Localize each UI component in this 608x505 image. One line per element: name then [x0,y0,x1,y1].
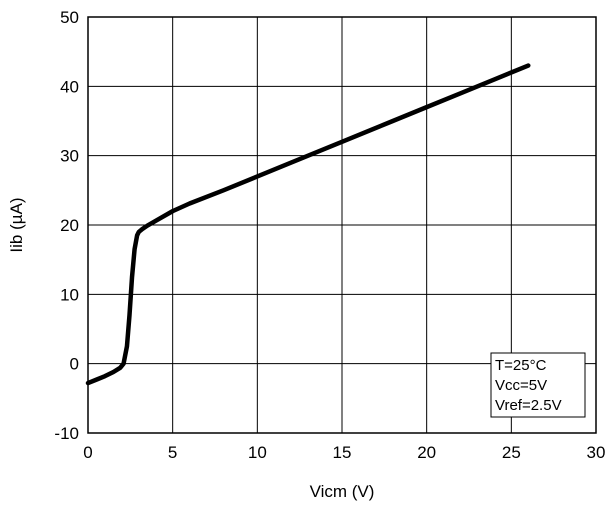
conditions-box: T=25°C Vcc=5V Vref=2.5V [490,352,586,418]
x-tick-labels: 0 5 10 15 20 25 30 [83,443,605,462]
y-tick-label: 40 [60,77,79,96]
y-tick-label: 50 [60,8,79,27]
condition-vref: Vref=2.5V [495,397,562,414]
x-tick-label: 20 [417,443,436,462]
y-tick-label: -10 [54,424,79,443]
x-tick-label: 25 [502,443,521,462]
y-tick-label: 0 [70,355,79,374]
x-tick-label: 10 [248,443,267,462]
condition-vcc: Vcc=5V [495,377,547,394]
conditions-box-frame [490,352,586,418]
condition-temperature: T=25°C [495,357,547,374]
series-layer [85,63,531,386]
x-axis-title: Vicm (V) [310,482,375,501]
x-tick-label: 5 [168,443,177,462]
y-tick-label: 30 [60,147,79,166]
y-tick-labels: -10 0 10 20 30 40 50 [54,8,79,443]
y-axis-title: Iib (µA) [7,197,26,252]
y-tick-label: 20 [60,216,79,235]
x-tick-label: 0 [83,443,92,462]
y-tick-label: 10 [60,285,79,304]
plot-frame [87,16,597,434]
x-tick-label: 15 [333,443,352,462]
series-line [85,63,531,386]
x-tick-label: 30 [587,443,606,462]
